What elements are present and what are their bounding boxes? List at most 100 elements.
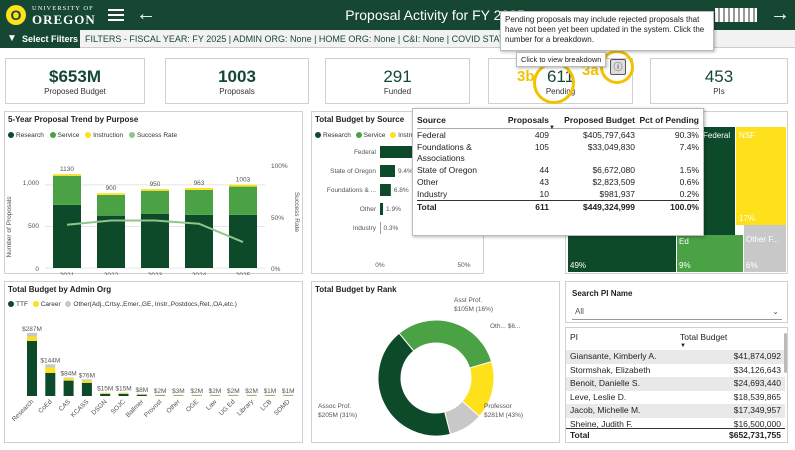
select-filters-label: Select Filters: [22, 34, 79, 44]
table-row[interactable]: Leve, Leslie D. $18,539,865: [566, 391, 785, 405]
logo-title: UNIVERSITY OF: [32, 5, 94, 12]
bar-research: [380, 165, 396, 177]
kpi-funded[interactable]: 291 Funded: [325, 58, 470, 104]
sort-down-icon: ▼: [680, 343, 686, 349]
treemap-label: Ed: [679, 237, 689, 246]
breakdown-total-cell: $449,324,999: [583, 202, 635, 213]
info-icon[interactable]: ⓘ: [610, 59, 626, 75]
search-panel: Search PI Name All ⌄: [565, 281, 788, 323]
bar-service: [141, 190, 169, 214]
treemap-ed[interactable]: Ed 9%: [677, 235, 743, 272]
page-title: Proposal Activity for FY 2025: [345, 7, 525, 23]
table-row[interactable]: Giansante, Kimberly A. $41,874,092: [566, 350, 785, 364]
breakdown-cell: $33,049,830: [587, 141, 635, 152]
hamburger-menu-icon[interactable]: [108, 6, 124, 24]
breakdown-total-cell: Total: [417, 202, 437, 213]
x-tick: Other: [165, 398, 182, 415]
breakdown-cell: Industry: [417, 188, 448, 199]
x-tick: 2022: [104, 272, 119, 275]
col-header-total-budget[interactable]: Total Budget: [680, 332, 728, 342]
x-tick: CoEd: [37, 398, 54, 415]
bar-ttf: [27, 341, 37, 396]
treemap-federal-cell[interactable]: Federal: [702, 127, 735, 235]
bar-service: [185, 189, 213, 215]
slice-other: [444, 400, 481, 435]
bar-career: [45, 367, 56, 373]
breakdown-cell: 44: [539, 164, 549, 175]
trend-legend: Research Service Instruction Success Rat…: [8, 132, 177, 139]
kpi-label: Proposals: [219, 87, 255, 96]
pending-tooltip: Pending proposals may include rejected p…: [500, 11, 714, 51]
annotation-circle-3b: [533, 62, 575, 104]
treemap-nsf[interactable]: NSF 17%: [736, 127, 786, 225]
table-row[interactable]: Jacob, Michelle M. $17,349,957: [566, 404, 785, 418]
bar-service: [97, 194, 125, 216]
back-arrow-icon[interactable]: ←: [136, 3, 156, 25]
select-filters-button[interactable]: ▼ Select Filters: [0, 30, 80, 48]
scrollbar[interactable]: [784, 333, 787, 373]
treemap-label: Federal: [703, 131, 731, 140]
data-label: 963: [194, 180, 205, 187]
table-row[interactable]: Stormshak, Elizabeth $34,126,643: [566, 364, 785, 378]
panel-title: Total Budget by Admin Org: [8, 285, 112, 294]
col-source[interactable]: Source: [417, 114, 446, 125]
breakdown-cell: $405,797,643: [583, 129, 635, 140]
table-row[interactable]: Benoit, Danielle S. $24,693,440: [566, 377, 785, 391]
slice-label-line: Asst Prof.: [454, 297, 482, 304]
legend-career: Career: [40, 301, 61, 308]
col-proposals[interactable]: Proposals: [507, 114, 549, 125]
data-label: $2M: [245, 388, 258, 395]
breakdown-cell: 10: [539, 188, 549, 199]
treemap-other-federal[interactable]: Other F... 6%: [744, 225, 786, 272]
bar-instruction: [185, 187, 213, 190]
breakdown-row: Foundations & Associations 105 $33,049,830…: [417, 141, 699, 164]
kpi-value: 1003: [218, 67, 256, 86]
treemap-label: 9%: [679, 261, 691, 270]
bar-research: [97, 215, 125, 268]
breakdown-cell: 43: [539, 176, 549, 187]
bar-ttf: [118, 393, 129, 396]
legend-research: Research: [323, 132, 351, 139]
y-tick: State of Oregon: [330, 168, 376, 175]
bar-research: [141, 214, 169, 268]
breakdown-row: Other 43 $2,823,509 0.6%: [417, 176, 699, 188]
pi-table-body: Giansante, Kimberly A. $41,874,092 Stormsh…: [566, 350, 785, 428]
pi-budget: $41,874,092: [733, 351, 781, 361]
kpi-proposals: 1003 Proposals: [165, 58, 309, 104]
pi-name: Leve, Leslie D.: [570, 391, 627, 402]
col-proposed-budget[interactable]: Proposed Budget: [564, 114, 635, 125]
pi-table-panel: PI Total Budget ▼ Giansante, Kimberly A.…: [565, 327, 788, 443]
slice-label: Oth... $6...: [490, 323, 521, 330]
breakdown-row: State of Oregon 44 $6,672,080 1.5%: [417, 164, 699, 176]
col-pct-pending[interactable]: Pct of Pending: [639, 114, 700, 125]
bar-research: [53, 204, 81, 268]
breakdown-cell: Foundations & Associations: [417, 141, 472, 163]
y-tick: Federal: [354, 149, 377, 156]
rank-chart: Professor $281M (43%) Assoc Prof. $205M (31…: [318, 297, 523, 437]
legend-research: Research: [16, 132, 44, 139]
kpi-label: Funded: [383, 87, 412, 96]
data-label: $287M: [22, 326, 42, 333]
dropdown-value: All: [575, 307, 584, 316]
kpi-pis: 453 PIs: [650, 58, 788, 104]
pi-name: Sheine, Judith F.: [570, 418, 633, 429]
x-tick: Research: [11, 398, 36, 423]
x-tick: OGE: [185, 398, 201, 414]
pi-name: Giansante, Kimberly A.: [570, 351, 657, 361]
data-label: 9.4%: [398, 168, 413, 175]
treemap-cell-49[interactable]: 49%: [568, 235, 676, 272]
table-row[interactable]: Sheine, Judith F. $16,500,000: [566, 418, 785, 429]
bar-ttf: [81, 382, 92, 396]
data-label: 950: [150, 181, 161, 188]
data-label: $2M: [154, 388, 167, 395]
y-tick: Other: [360, 206, 377, 213]
slice-label: Asst Prof. $105M (16%): [454, 297, 493, 313]
pending-breakdown-table: Source Proposals Proposed Budget Pct of …: [412, 108, 704, 236]
bar-career: [27, 336, 37, 341]
pi-budget: $16,500,000: [733, 418, 781, 429]
col-header-pi[interactable]: PI: [570, 332, 579, 342]
pi-name-dropdown[interactable]: All ⌄: [572, 304, 782, 320]
x-tick: Law: [205, 398, 219, 412]
breakdown-tooltip: Click to view breakdown: [516, 52, 607, 67]
forward-arrow-icon[interactable]: →: [770, 3, 790, 25]
